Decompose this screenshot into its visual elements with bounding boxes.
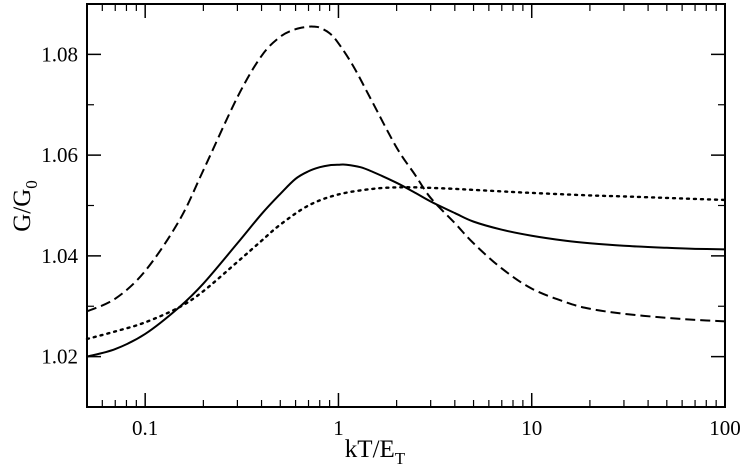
x-tick-label: 10	[521, 416, 542, 440]
series-group	[85, 25, 727, 358]
x-tick-label: 0.1	[132, 416, 158, 440]
y-tick-label: 1.06	[41, 143, 78, 167]
tick-labels: 0.1 1 10 100 1.02 1.04 1.06 1.08	[41, 42, 741, 440]
y-axis-title-sub: 0	[22, 180, 41, 189]
y-axis-title-main: G/G	[9, 189, 36, 232]
series-line-solid	[86, 163, 726, 358]
series-line-dotted	[85, 186, 727, 341]
y-tick-label: 1.04	[41, 244, 78, 268]
x-tick-label: 1	[333, 416, 344, 440]
x-axis-title-sub: T	[395, 449, 406, 468]
y-tick-label: 1.02	[41, 345, 78, 369]
y-tick-label: 1.08	[41, 42, 78, 66]
plot-frame	[86, 3, 726, 408]
x-axis-title: kT/ET	[345, 436, 406, 468]
x-axis-title-main: kT/E	[345, 436, 395, 463]
y-axis-title: G/G0	[9, 180, 41, 232]
axis-ticks	[86, 3, 726, 408]
series-line-dashed	[86, 25, 726, 323]
x-tick-label: 100	[709, 416, 741, 440]
